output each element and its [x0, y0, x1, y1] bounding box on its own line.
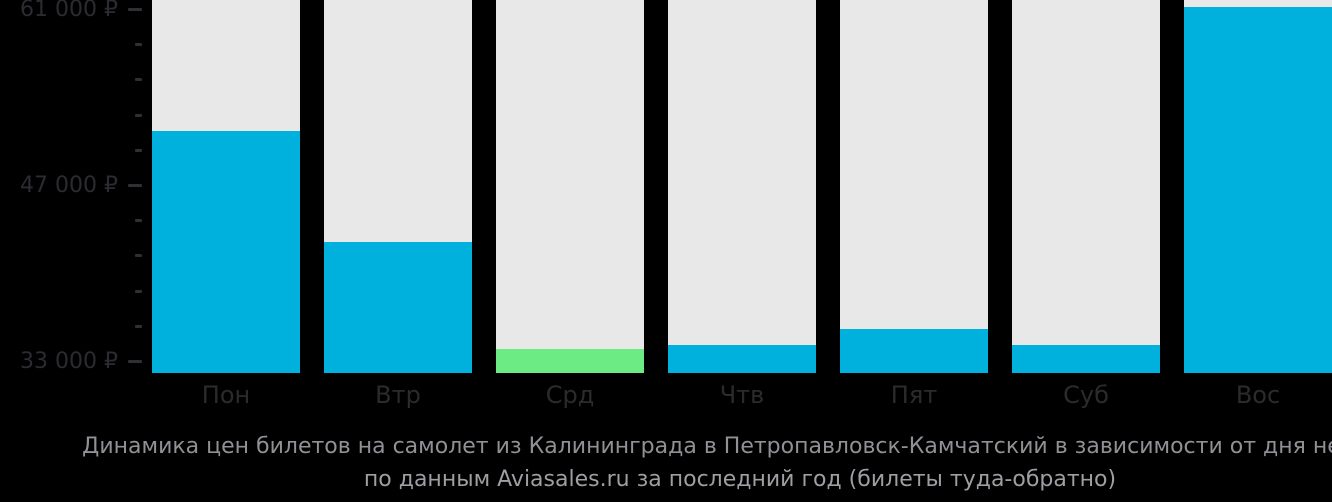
bar-column-thu [668, 0, 816, 373]
y-axis-label: 47 000 ₽ [20, 172, 118, 198]
bar-fill-sun[interactable] [1184, 7, 1332, 373]
day-label-tue: Втр [375, 381, 421, 409]
chart-subtitle: по данным Aviasales.ru за последний год … [363, 467, 1117, 492]
y-axis-minor-tick [135, 78, 142, 82]
y-axis-minor-tick [135, 43, 142, 47]
bar-track-wed [496, 0, 644, 373]
bar-column-sat [1012, 0, 1160, 373]
day-label-thu: Чтв [719, 381, 765, 409]
y-axis-minor-tick [135, 148, 142, 152]
day-label-fri: Пят [890, 381, 938, 409]
y-axis-major-tick [128, 8, 142, 11]
bar-column-fri [840, 0, 988, 373]
bar-fill-thu[interactable] [668, 345, 816, 373]
day-label-sun: Вос [1235, 381, 1281, 409]
bar-fill-fri[interactable] [840, 328, 988, 373]
bar-column-tue [324, 0, 472, 373]
bar-track-fri [840, 0, 988, 373]
y-axis-label: 33 000 ₽ [20, 348, 118, 374]
y-axis-minor-tick [135, 113, 142, 117]
day-label-mon: Пон [201, 381, 251, 409]
bar-track-thu [668, 0, 816, 373]
chart-title: Динамика цен билетов на самолет из Калин… [82, 434, 1332, 459]
bar-fill-wed[interactable] [496, 348, 644, 373]
y-axis-major-tick [128, 360, 142, 363]
y-axis-major-tick [128, 184, 142, 187]
y-axis-minor-tick [135, 254, 142, 258]
bar-fill-sat[interactable] [1012, 345, 1160, 373]
day-label-wed: Срд [545, 381, 595, 409]
bar-column-sun [1184, 0, 1332, 373]
y-axis-minor-tick [135, 219, 142, 223]
bar-track-sat [1012, 0, 1160, 373]
y-axis-minor-tick [135, 324, 142, 328]
day-label-sat: Суб [1063, 381, 1109, 409]
bar-column-mon [152, 0, 300, 373]
bar-fill-tue[interactable] [324, 242, 472, 373]
y-axis-label: 61 000 ₽ [20, 0, 118, 22]
y-axis-minor-tick [135, 289, 142, 293]
bar-column-wed [496, 0, 644, 373]
bar-fill-mon[interactable] [152, 131, 300, 373]
